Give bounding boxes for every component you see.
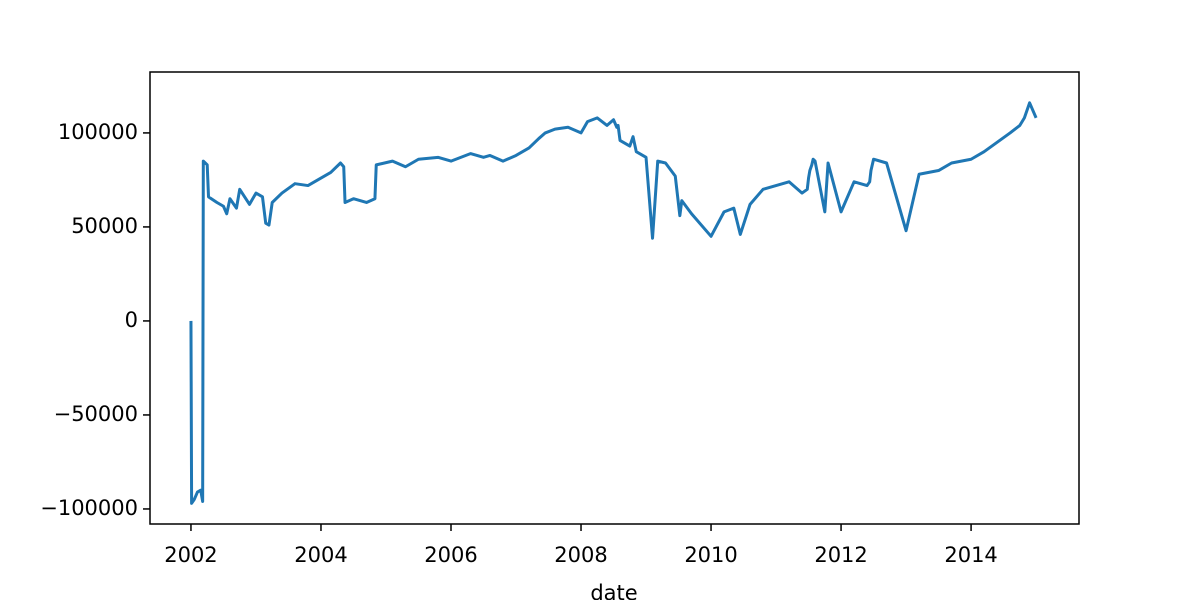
data-line [189, 101, 1038, 505]
y-tick-label: −100000 [40, 496, 138, 520]
y-tick-label: 0 [125, 308, 138, 332]
y-tick-label: −50000 [54, 402, 138, 426]
x-tick-label: 2006 [424, 543, 477, 567]
y-tick-label: 100000 [58, 120, 138, 144]
x-tick-label: 2010 [684, 543, 737, 567]
x-tick-label: 2002 [164, 543, 217, 567]
x-tick-label: 2008 [554, 543, 607, 567]
axes-frame [149, 71, 1080, 525]
x-tick-label: 2012 [814, 543, 867, 567]
x-tick-label: 2004 [294, 543, 347, 567]
x-tick-label: 2014 [944, 543, 997, 567]
y-tick-label: 50000 [71, 214, 138, 238]
x-axis-label: date [590, 581, 637, 600]
